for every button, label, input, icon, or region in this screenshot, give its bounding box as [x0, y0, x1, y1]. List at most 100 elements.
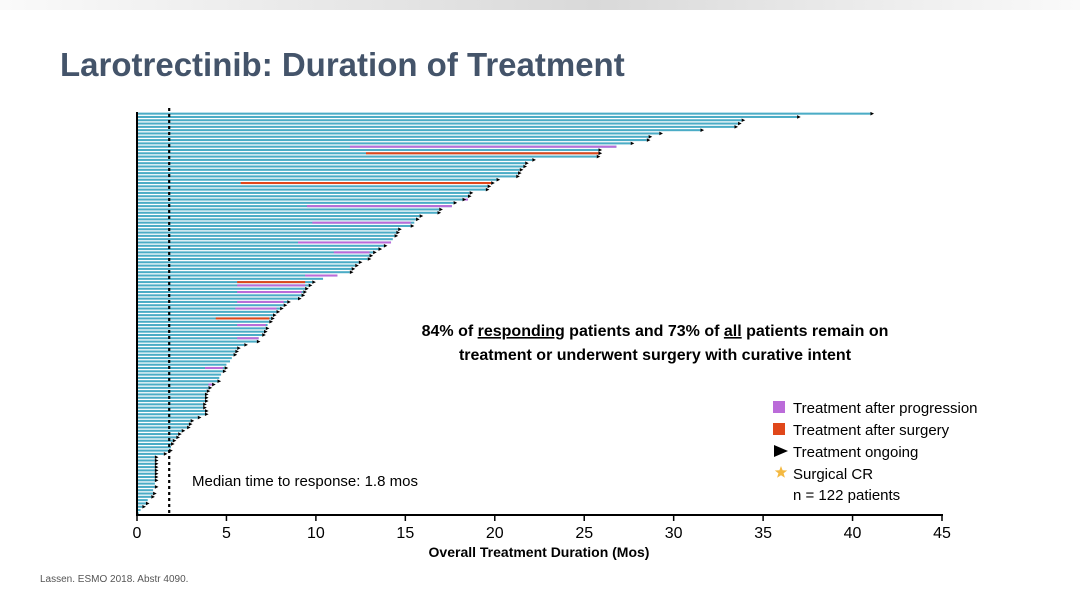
ongoing-arrow-60 [280, 306, 284, 311]
ongoing-arrow-71 [244, 343, 248, 347]
ongoing-arrow-86 [204, 392, 209, 397]
ongoing-arrow-58 [287, 300, 291, 304]
patient-bar-116 [137, 492, 154, 495]
x-tick-label-25: 25 [575, 525, 593, 542]
progression-segment-53 [237, 284, 306, 287]
patient-bar-112 [137, 479, 155, 482]
surgery-segment-52 [237, 281, 306, 284]
ongoing-arrow-114 [154, 485, 159, 489]
patient-bar-103 [137, 449, 170, 452]
annotation-part-3: patients and 73% of [565, 323, 724, 340]
ongoing-arrow-92 [204, 412, 209, 417]
patient-bar-61 [137, 310, 277, 313]
patient-bar-56 [137, 294, 302, 297]
patient-bar-15 [137, 158, 533, 161]
patient-bar-108 [137, 466, 155, 469]
patient-bar-26 [137, 195, 468, 198]
ongoing-arrow-111 [154, 475, 159, 479]
ongoing-arrow-59 [283, 303, 288, 308]
patient-bar-70 [137, 340, 257, 343]
patient-bar-55 [137, 291, 304, 294]
patient-bar-109 [137, 469, 155, 472]
x-axis-label: Overall Treatment Duration (Mos) [429, 544, 650, 560]
patient-bar-3 [137, 119, 742, 122]
annotation-emphasis-responding: responding [478, 323, 565, 340]
ongoing-arrow-91 [204, 409, 209, 413]
ongoing-arrow-55 [303, 290, 307, 294]
legend-ongoing-label: Treatment ongoing [793, 444, 918, 461]
patient-bar-68 [137, 333, 263, 336]
progression-segment-11 [349, 145, 617, 148]
patient-bar-6 [137, 129, 701, 132]
ongoing-arrow-5 [734, 125, 739, 129]
x-tick-label-15: 15 [396, 525, 414, 542]
patient-bar-31 [137, 211, 438, 214]
patient-bar-66 [137, 327, 266, 330]
legend-ongoing-arrow-icon [774, 445, 788, 457]
ongoing-arrow-108 [154, 465, 159, 469]
ongoing-arrow-36 [398, 227, 402, 232]
ongoing-arrow-94 [190, 419, 195, 423]
patient-bar-114 [137, 485, 155, 488]
patient-bar-38 [137, 234, 395, 237]
ongoing-arrow-43 [373, 250, 377, 255]
citation: Lassen. ESMO 2018. Abstr 4090. [40, 574, 189, 585]
progression-segment-43 [333, 251, 370, 254]
patient-bar-102 [137, 446, 171, 449]
patient-bar-86 [137, 393, 205, 396]
ongoing-arrow-87 [204, 395, 209, 400]
ongoing-arrow-96 [187, 425, 191, 430]
ongoing-arrow-32 [419, 214, 424, 218]
patient-bar-73 [137, 350, 236, 353]
ongoing-arrow-119 [145, 501, 150, 506]
patient-bar-71 [137, 343, 245, 346]
patient-bar-30 [137, 208, 440, 211]
patient-bar-28 [137, 201, 454, 204]
patient-bar-81 [137, 376, 220, 379]
legend-surgery-label: Treatment after surgery [793, 422, 950, 439]
progression-segment-58 [237, 300, 284, 303]
patient-bar-64 [137, 320, 270, 323]
patient-bar-111 [137, 475, 155, 479]
ongoing-arrow-90 [203, 405, 207, 410]
patient-bar-42 [137, 248, 379, 251]
patient-bar-69 [137, 337, 259, 340]
ongoing-arrow-93 [197, 415, 202, 420]
ongoing-arrow-38 [394, 234, 399, 238]
ongoing-arrow-26 [467, 194, 472, 199]
patient-bar-105 [137, 456, 155, 459]
ongoing-arrow-112 [154, 478, 159, 483]
legend: Treatment after progression Treatment af… [773, 400, 978, 504]
patient-bar-4 [137, 122, 739, 125]
ongoing-arrow-107 [154, 461, 159, 466]
top-decorative-band [0, 0, 1080, 10]
ongoing-arrow-64 [269, 319, 273, 324]
progression-segment-69 [237, 337, 259, 340]
median-label: Median time to response: 1.8 mos [192, 473, 418, 490]
ongoing-arrow-9 [646, 138, 651, 142]
ongoing-arrow-47 [355, 263, 359, 268]
ongoing-arrow-49 [349, 270, 354, 275]
ongoing-arrow-68 [262, 333, 266, 337]
ongoing-arrow-45 [367, 257, 372, 261]
ongoing-arrow-84 [208, 386, 213, 390]
patient-bar-87 [137, 396, 205, 399]
annotation-line-2: treatment or underwent surgery with cura… [459, 347, 852, 364]
ongoing-arrow-72 [237, 346, 241, 350]
ongoing-arrow-62 [272, 313, 277, 317]
ongoing-arrow-1 [870, 111, 875, 116]
ongoing-arrow-97 [181, 428, 186, 433]
patient-bar-27 [137, 198, 463, 201]
patient-bar-84 [137, 386, 209, 389]
patient-bar-76 [137, 360, 231, 363]
ongoing-arrow-46 [358, 260, 363, 265]
ongoing-arrow-106 [154, 458, 159, 463]
ongoing-arrow-110 [154, 471, 159, 476]
ongoing-arrow-7 [659, 131, 663, 136]
x-tick-label-0: 0 [133, 525, 142, 542]
ongoing-arrow-61 [276, 310, 281, 314]
patient-bar-58 [137, 300, 288, 303]
progression-segment-65 [237, 324, 266, 327]
patient-bar-62 [137, 314, 273, 317]
patient-bar-75 [137, 357, 232, 360]
